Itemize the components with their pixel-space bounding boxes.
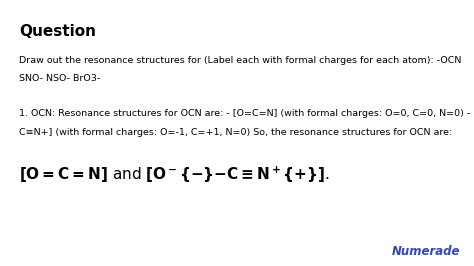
Text: Question: Question [19,24,96,39]
Text: Numerade: Numerade [391,245,460,258]
Text: $\bf{[O{=}C{=}N]}$ and $\bf{[O^-\{-\}{-}C{\equiv}N^+\{+\}]}$.: $\bf{[O{=}C{=}N]}$ and $\bf{[O^-\{-\}{-}… [19,165,329,185]
Text: Draw out the resonance structures for (Label each with formal charges for each a: Draw out the resonance structures for (L… [19,56,461,65]
Text: 1. OCN: Resonance structures for OCN are: - [O=C=N] (with formal charges: O=0, C: 1. OCN: Resonance structures for OCN are… [19,109,474,118]
Text: C≡N+] (with formal charges: O=-1, C=+1, N=0) So, the resonance structures for OC: C≡N+] (with formal charges: O=-1, C=+1, … [19,128,452,137]
Text: SNO- NSO- BrO3-: SNO- NSO- BrO3- [19,74,100,84]
